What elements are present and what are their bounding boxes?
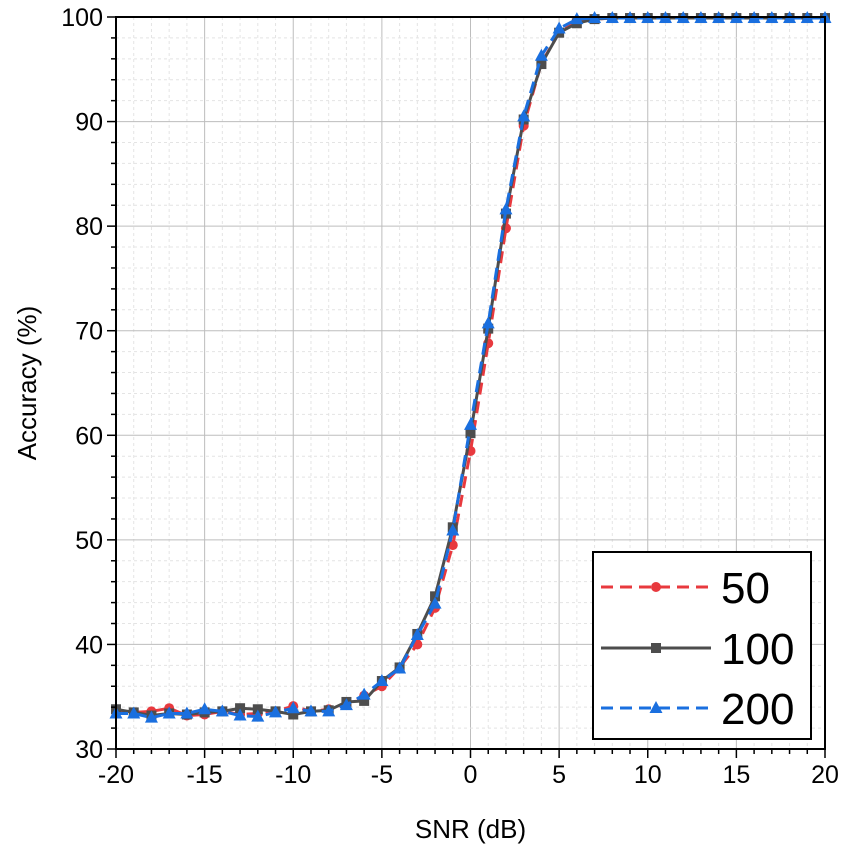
x-tick-label: -5: [371, 761, 393, 789]
legend-items: 50 100 200: [601, 564, 794, 734]
data-point-100: [430, 591, 441, 602]
x-tick-label: 15: [722, 761, 750, 789]
series-layer: [109, 11, 832, 723]
tick-labels: -20 -15 -10 -5 0 5 10 15 20 30 40 50 60 70 80 90 100: [61, 4, 839, 789]
x-tick-label: 20: [811, 761, 839, 789]
legend-label-200: 200: [721, 685, 794, 734]
data-point-200: [552, 21, 566, 34]
data-point-200: [446, 523, 460, 536]
data-point-200: [304, 704, 318, 717]
legend-marker-200: [649, 701, 663, 713]
data-point-100: [359, 695, 370, 706]
x-tick-label: 5: [552, 761, 566, 789]
y-tick-label: 50: [75, 527, 103, 555]
x-tick-label: 10: [634, 761, 662, 789]
data-point-200: [534, 48, 548, 61]
data-point-100: [252, 704, 263, 715]
data-point-200: [286, 701, 300, 714]
data-point-100: [235, 703, 246, 714]
y-tick-label: 60: [75, 422, 103, 450]
data-point-100: [536, 59, 547, 70]
data-point-200: [198, 702, 212, 715]
data-point-200: [215, 704, 229, 717]
y-tick-label: 70: [75, 318, 103, 346]
data-point-200: [144, 710, 158, 723]
legend-marker-50: [651, 582, 661, 592]
data-point-200: [464, 417, 477, 430]
legend-item-50: 50: [601, 564, 770, 613]
data-point-200: [339, 698, 353, 711]
data-point-200: [269, 705, 283, 718]
data-point-200: [233, 708, 247, 721]
y-tick-label: 40: [75, 631, 103, 659]
data-point-200: [393, 661, 407, 674]
x-tick-label: -10: [275, 761, 311, 789]
y-tick-label: 100: [61, 4, 103, 32]
legend: 50 100 200: [592, 551, 812, 740]
legend-label-50: 50: [721, 564, 770, 613]
legend-item-100: 100: [601, 625, 794, 674]
x-tick-label: -15: [187, 761, 223, 789]
data-point-200: [180, 706, 194, 719]
data-point-100: [288, 709, 299, 720]
axis-ticks: [107, 16, 826, 758]
data-point-200: [410, 628, 424, 641]
legend-label-100: 100: [721, 625, 794, 674]
y-tick-label: 90: [75, 109, 103, 137]
data-point-200: [499, 202, 513, 215]
data-point-200: [322, 704, 336, 717]
data-point-200: [570, 12, 584, 25]
data-point-200: [357, 687, 371, 700]
x-tick-label: 0: [464, 761, 478, 789]
data-point-200: [127, 706, 141, 719]
y-axis-title: Accuracy (%): [12, 306, 42, 461]
y-tick-label: 30: [75, 736, 103, 764]
data-point-100: [465, 428, 476, 439]
x-tick-label: -20: [98, 761, 134, 789]
data-point-200: [162, 706, 176, 719]
legend-item-200: 200: [601, 685, 794, 734]
data-point-200: [428, 596, 442, 609]
data-point-200: [251, 709, 265, 722]
legend-marker-100: [651, 643, 661, 653]
data-point-200: [517, 109, 531, 122]
x-axis-title: SNR (dB): [415, 814, 526, 844]
data-point-200: [375, 674, 389, 687]
y-tick-label: 80: [75, 213, 103, 241]
data-point-200: [481, 316, 495, 329]
